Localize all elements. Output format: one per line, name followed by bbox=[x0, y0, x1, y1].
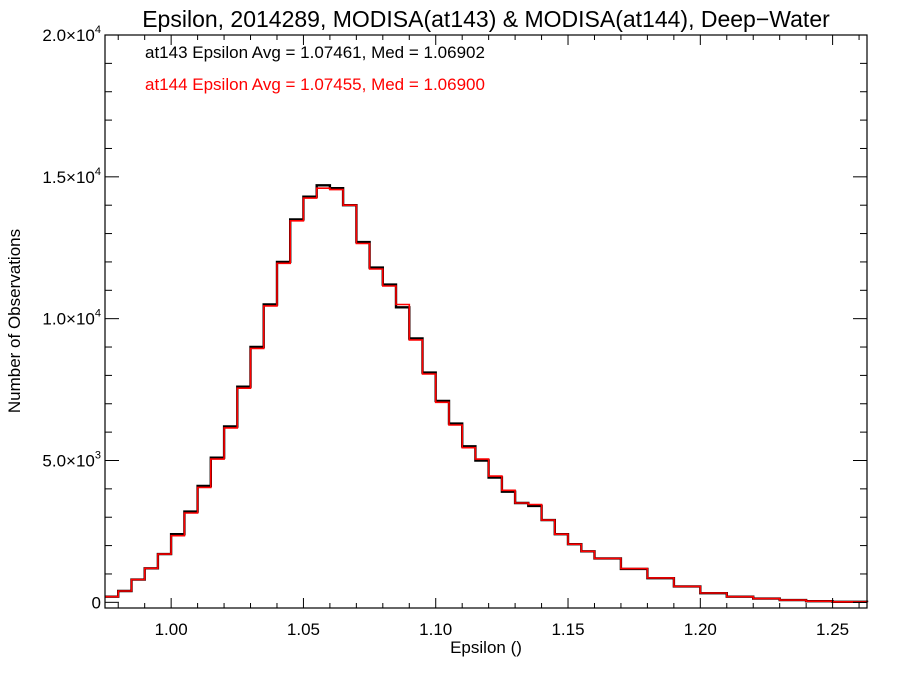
y-tick-label: 1.0×104 bbox=[42, 308, 101, 329]
x-tick-label: 1.25 bbox=[816, 620, 849, 639]
plot-area bbox=[105, 184, 869, 603]
y-tick-label: 2.0×104 bbox=[42, 24, 101, 45]
y-axis-label: Number of Observations bbox=[5, 229, 24, 413]
y-tick-label: 0 bbox=[92, 593, 101, 612]
legend-at144-annotation: at144 Epsilon Avg = 1.07455, Med = 1.069… bbox=[145, 75, 485, 94]
series-line-at144 bbox=[105, 187, 868, 603]
series-line-at143 bbox=[105, 184, 869, 603]
x-axis-label: Epsilon () bbox=[450, 638, 522, 657]
x-tick-label: 1.10 bbox=[419, 620, 452, 639]
y-tick-label: 5.0×103 bbox=[42, 449, 101, 470]
plot-frame bbox=[104, 34, 868, 609]
x-tick-label: 1.20 bbox=[684, 620, 717, 639]
x-axis: 1.00 1.05 1.10 1.15 1.20 1.25 bbox=[117, 35, 860, 639]
chart-title: Epsilon, 2014289, MODISA(at143) & MODISA… bbox=[142, 6, 830, 32]
y-axis: 0 5.0×103 1.0×104 1.5×104 2.0×104 bbox=[42, 24, 867, 612]
legend-at143-annotation: at143 Epsilon Avg = 1.07461, Med = 1.069… bbox=[145, 43, 485, 62]
x-tick-label: 1.00 bbox=[155, 620, 188, 639]
x-tick-label: 1.05 bbox=[287, 620, 320, 639]
x-tick-label: 1.15 bbox=[551, 620, 584, 639]
y-tick-label: 1.5×104 bbox=[42, 166, 101, 187]
